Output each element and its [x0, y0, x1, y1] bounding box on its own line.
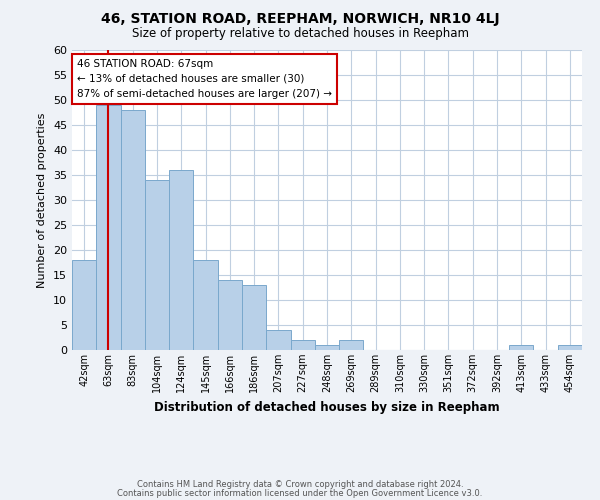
Bar [169, 170, 193, 350]
Bar [339, 340, 364, 350]
Bar [145, 180, 169, 350]
Bar [96, 105, 121, 350]
Text: Contains public sector information licensed under the Open Government Licence v3: Contains public sector information licen… [118, 489, 482, 498]
X-axis label: Distribution of detached houses by size in Reepham: Distribution of detached houses by size … [154, 400, 500, 413]
Text: 46, STATION ROAD, REEPHAM, NORWICH, NR10 4LJ: 46, STATION ROAD, REEPHAM, NORWICH, NR10… [101, 12, 499, 26]
Bar [266, 330, 290, 350]
Bar [315, 345, 339, 350]
Bar [72, 260, 96, 350]
Bar [558, 345, 582, 350]
Y-axis label: Number of detached properties: Number of detached properties [37, 112, 47, 288]
Bar [193, 260, 218, 350]
Text: Contains HM Land Registry data © Crown copyright and database right 2024.: Contains HM Land Registry data © Crown c… [137, 480, 463, 489]
Bar [290, 340, 315, 350]
Bar [242, 285, 266, 350]
Text: Size of property relative to detached houses in Reepham: Size of property relative to detached ho… [131, 28, 469, 40]
Bar [509, 345, 533, 350]
Bar [218, 280, 242, 350]
Text: 46 STATION ROAD: 67sqm
← 13% of detached houses are smaller (30)
87% of semi-det: 46 STATION ROAD: 67sqm ← 13% of detached… [77, 59, 332, 98]
Bar [121, 110, 145, 350]
